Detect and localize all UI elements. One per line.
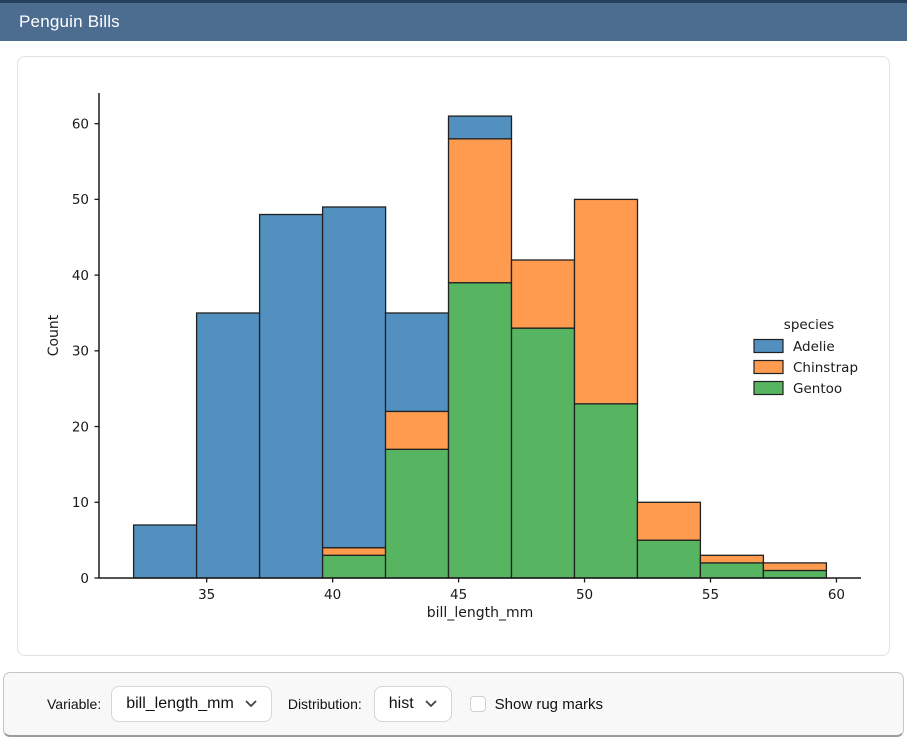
chevron-down-icon [425,700,437,708]
y-tick-label: 30 [72,344,89,360]
bar-segment [510,259,576,329]
x-tick-label: 55 [702,587,719,603]
bar-segment [447,138,513,284]
x-axis-label: bill_length_mm [427,605,533,621]
bar-segment [321,554,387,579]
bar-segment [573,198,639,405]
app-title: Penguin Bills [19,12,120,31]
x-tick-label: 50 [576,587,593,603]
histogram-chart: 35 40 45 50 55 60 0 10 20 30 40 50 60 bill_length_mm C… [46,93,861,621]
y-axis-label: Count [46,314,62,356]
y-tick-label: 60 [72,116,89,132]
x-tick-label: 40 [324,587,341,603]
bar-segment [447,282,513,579]
bar-segment [510,327,576,579]
bar-segment [258,213,324,579]
legend-label: Adelie [793,339,835,355]
y-tick-label: 0 [80,571,89,587]
rug-checkbox-label[interactable]: Show rug marks [494,695,604,713]
y-tick-label: 40 [72,268,89,284]
bar-segment [699,562,765,579]
distribution-select-value: hist [388,695,414,712]
bar-segment [384,448,450,579]
rug-checkbox[interactable] [469,696,486,712]
chevron-down-icon [245,700,257,708]
y-tick-label: 10 [72,495,89,511]
bar-segment [384,312,450,413]
bar-segment [132,524,198,579]
y-tick-label: 20 [72,419,89,435]
bar-segment [195,312,261,579]
controls-toolbar: Variable: bill_length_mm Distribution: h… [3,672,904,737]
x-tick-label: 45 [450,587,467,603]
chart-card: 35 40 45 50 55 60 0 10 20 30 40 50 60 bill_length_mm C… [17,56,890,656]
bar-segment [321,206,387,549]
x-tick-label: 60 [828,587,845,603]
variable-select[interactable]: bill_length_mm [111,686,272,722]
legend-swatch [753,380,784,396]
bar-segment [321,547,387,556]
bar-segment [573,403,639,579]
distribution-select[interactable]: hist [373,686,452,722]
legend-swatch [753,338,784,354]
bar-segment [762,569,828,579]
legend-label: Gentoo [793,381,842,397]
distribution-label: Distribution: [287,696,362,712]
x-tick-label: 35 [198,587,215,603]
legend-title: species [784,317,834,333]
legend-swatch [753,359,784,375]
bar-segment [636,501,702,541]
y-tick-label: 50 [72,192,89,208]
bar-segment [636,539,702,579]
variable-label: Variable: [47,696,102,712]
variable-select-value: bill_length_mm [126,695,234,712]
bar-segment [762,562,828,572]
bar-segment [447,115,513,140]
app-header: Penguin Bills [0,0,907,41]
bar-segment [384,410,450,450]
legend-label: Chinstrap [793,360,858,376]
bar-segment [699,554,765,564]
